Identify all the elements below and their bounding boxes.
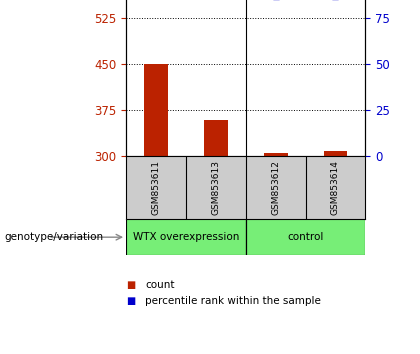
Text: genotype/variation: genotype/variation	[4, 232, 103, 242]
Bar	[323, 152, 347, 156]
Text: ■: ■	[126, 280, 135, 290]
Text: control: control	[287, 232, 324, 242]
Bar	[144, 64, 168, 156]
Text: GSM853613: GSM853613	[211, 160, 220, 215]
Text: WTX overexpression: WTX overexpression	[133, 232, 239, 242]
Text: ■: ■	[126, 296, 135, 306]
Bar	[204, 120, 228, 156]
Text: percentile rank within the sample: percentile rank within the sample	[145, 296, 321, 306]
Bar	[246, 219, 365, 255]
Bar	[126, 219, 246, 255]
Text: GSM853614: GSM853614	[331, 160, 340, 215]
Text: GSM853611: GSM853611	[152, 160, 160, 215]
Text: count: count	[145, 280, 174, 290]
Text: GSM853612: GSM853612	[271, 160, 280, 215]
Bar	[264, 153, 288, 156]
